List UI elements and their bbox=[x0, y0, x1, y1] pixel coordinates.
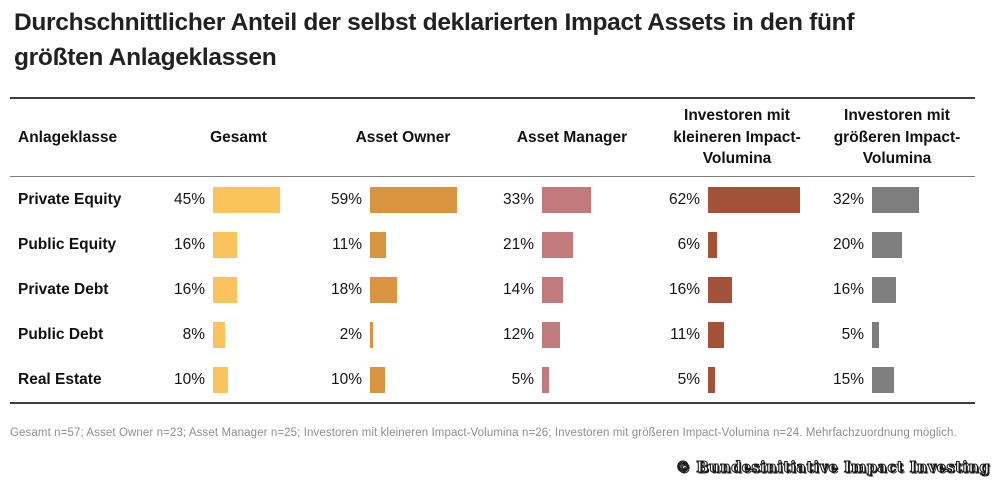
bar bbox=[542, 366, 549, 393]
value-cell: 16% bbox=[655, 276, 819, 303]
value-cell: 62% bbox=[655, 186, 819, 213]
value-cell: 11% bbox=[655, 321, 819, 348]
table-row: Public Debt 8% 2% 12% 11% 5% bbox=[10, 312, 975, 357]
column-header-asset-manager: Asset Manager bbox=[516, 128, 628, 146]
bar bbox=[213, 186, 280, 213]
bar bbox=[872, 186, 919, 213]
value-label: 62% bbox=[668, 190, 700, 208]
bar bbox=[542, 276, 563, 303]
value-cell: 16% bbox=[819, 276, 975, 303]
bar bbox=[370, 366, 385, 393]
value-label: 45% bbox=[173, 190, 205, 208]
value-label: 14% bbox=[502, 280, 534, 298]
chart-title: Durchschnittlicher Anteil der selbst dek… bbox=[14, 9, 855, 71]
value-label: 21% bbox=[502, 235, 534, 253]
column-header-gesamt: Gesamt bbox=[210, 128, 267, 146]
value-label: 11% bbox=[332, 235, 362, 253]
value-cell: 21% bbox=[489, 231, 655, 258]
value-cell: 18% bbox=[317, 276, 489, 303]
value-label: 33% bbox=[502, 190, 534, 208]
row-label: Real Estate bbox=[18, 370, 102, 388]
column-header-investoren-kleinere: Investoren mit kleineren Impact-Volumina bbox=[673, 106, 801, 168]
value-cell: 16% bbox=[160, 231, 317, 258]
value-cell: 45% bbox=[160, 186, 317, 213]
bar bbox=[213, 366, 228, 393]
value-cell: 12% bbox=[489, 321, 655, 348]
table-row: Private Equity 45% 59% 33% 62% 32% bbox=[10, 177, 975, 222]
bar bbox=[542, 231, 573, 258]
bar bbox=[213, 231, 237, 258]
value-cell: 5% bbox=[489, 366, 655, 393]
value-cell: 16% bbox=[160, 276, 317, 303]
bar bbox=[872, 366, 894, 393]
table-row: Real Estate 10% 10% 5% 5% 15% bbox=[10, 357, 975, 402]
value-cell: 10% bbox=[317, 366, 489, 393]
bar bbox=[213, 276, 237, 303]
table-header-row: Anlageklasse Gesamt Asset Owner Asset Ma… bbox=[10, 97, 975, 177]
column-header-asset-owner: Asset Owner bbox=[355, 128, 451, 146]
value-cell: 15% bbox=[819, 366, 975, 393]
value-cell: 2% bbox=[317, 321, 489, 348]
row-label: Public Equity bbox=[18, 235, 117, 253]
footnote: Gesamt n=57; Asset Owner n=23; Asset Man… bbox=[10, 427, 957, 439]
value-cell: 6% bbox=[655, 231, 819, 258]
value-label: 16% bbox=[173, 280, 205, 298]
value-label: 6% bbox=[677, 235, 700, 253]
value-label: 5% bbox=[511, 370, 534, 388]
table-body: Private Equity 45% 59% 33% 62% 32% Public Equi… bbox=[10, 177, 975, 404]
bar bbox=[542, 186, 591, 213]
value-cell: 33% bbox=[489, 186, 655, 213]
value-label: 5% bbox=[841, 325, 864, 343]
bar bbox=[542, 321, 560, 348]
value-label: 2% bbox=[339, 325, 362, 343]
value-label: 59% bbox=[330, 190, 362, 208]
value-label: 16% bbox=[668, 280, 700, 298]
bar bbox=[708, 186, 800, 213]
column-header-anlageklasse: Anlageklasse bbox=[18, 128, 118, 146]
value-label: 5% bbox=[677, 370, 700, 388]
value-cell: 59% bbox=[317, 186, 489, 213]
value-cell: 14% bbox=[489, 276, 655, 303]
row-label: Public Debt bbox=[18, 325, 104, 343]
value-label: 12% bbox=[502, 325, 534, 343]
table-row: Private Debt 16% 18% 14% 16% 16% bbox=[10, 267, 975, 312]
value-label: 32% bbox=[832, 190, 864, 208]
value-label: 18% bbox=[330, 280, 362, 298]
bar bbox=[872, 276, 896, 303]
value-cell: 11% bbox=[317, 231, 489, 258]
bar bbox=[872, 231, 902, 258]
value-cell: 32% bbox=[819, 186, 975, 213]
bar bbox=[872, 321, 879, 348]
value-label: 8% bbox=[182, 325, 205, 343]
value-label: 16% bbox=[173, 235, 205, 253]
bar bbox=[370, 231, 386, 258]
bar bbox=[708, 366, 715, 393]
value-label: 20% bbox=[832, 235, 864, 253]
value-cell: 8% bbox=[160, 321, 317, 348]
value-cell: 20% bbox=[819, 231, 975, 258]
bar bbox=[370, 276, 397, 303]
bar bbox=[708, 276, 732, 303]
column-header-investoren-groessere: Investoren mit größeren Impact-Volumina bbox=[833, 106, 961, 168]
table-row: Public Equity 16% 11% 21% 6% 20% bbox=[10, 222, 975, 267]
value-label: 11% bbox=[670, 325, 700, 343]
value-label: 16% bbox=[832, 280, 864, 298]
bar bbox=[370, 186, 457, 213]
value-label: 10% bbox=[330, 370, 362, 388]
value-cell: 5% bbox=[655, 366, 819, 393]
bar bbox=[708, 231, 717, 258]
row-label: Private Equity bbox=[18, 190, 122, 208]
bar bbox=[708, 321, 724, 348]
bar bbox=[370, 321, 373, 348]
row-label: Private Debt bbox=[18, 280, 109, 298]
value-cell: 5% bbox=[819, 321, 975, 348]
data-table: Anlageklasse Gesamt Asset Owner Asset Ma… bbox=[10, 97, 975, 404]
value-label: 10% bbox=[173, 370, 205, 388]
bar bbox=[213, 321, 225, 348]
value-cell: 10% bbox=[160, 366, 317, 393]
copyright-stamp: © Bundesinitiative Impact Investing bbox=[675, 458, 990, 476]
value-label: 15% bbox=[832, 370, 864, 388]
